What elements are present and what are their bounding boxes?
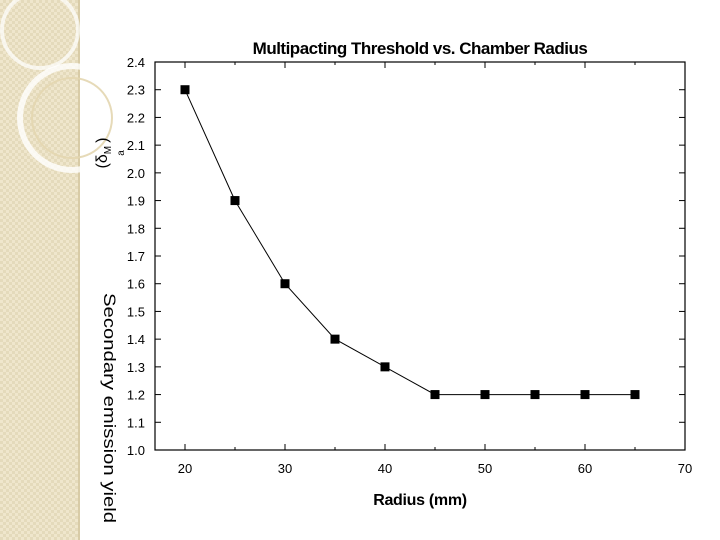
y-axis-label-close: ): [94, 138, 111, 143]
data-point: [430, 390, 440, 400]
x-tick-label: 30: [278, 461, 292, 476]
y-tick-label: 1.3: [127, 360, 145, 375]
data-point: [280, 279, 290, 289]
y-tick-label: 1.2: [127, 388, 145, 403]
x-axis-label: Radius (mm): [373, 492, 467, 509]
data-point: [530, 390, 540, 400]
series-line: [184, 89, 635, 396]
data-point: [580, 390, 590, 400]
y-axis-label-superscript: a: [116, 150, 127, 156]
y-tick-label: 2.3: [127, 83, 145, 98]
data-point: [630, 390, 640, 400]
y-tick-label: 2.2: [127, 110, 145, 125]
y-tick-label: 2.0: [127, 166, 145, 181]
y-tick-label: 1.6: [127, 277, 145, 292]
x-axis-tick-labels: 20 30 40 50 60 70: [178, 461, 692, 476]
x-tick-label: 60: [578, 461, 592, 476]
y-tick-label: 2.4: [127, 55, 145, 70]
svg-text:(δM): (δM): [94, 138, 114, 169]
y-axis-tick-labels: 1.0 1.1 1.2 1.3 1.4 1.5 1.6 1.7 1.8 1.9 2.0 2.1 2.2 2…: [127, 55, 145, 458]
x-tick-label: 20: [178, 461, 192, 476]
chart-title: Multipacting Threshold vs. Chamber Radiu…: [253, 39, 588, 58]
y-axis-label-subscript: M: [103, 146, 114, 154]
decorative-strip-edge: [78, 0, 80, 540]
y-axis-label-main: (δ: [94, 154, 111, 168]
series-markers: [180, 85, 640, 400]
y-tick-label: 2.1: [127, 138, 145, 153]
y-axis-ticks: [155, 61, 685, 451]
x-axis-ticks: [184, 62, 686, 450]
y-tick-label: 1.4: [127, 332, 145, 347]
plot-area-frame: [154, 61, 686, 451]
y-axis-label: (δM): [94, 138, 114, 169]
y-tick-label: 1.1: [127, 415, 145, 430]
y-tick-label: 1.7: [127, 249, 145, 264]
data-point: [330, 334, 340, 344]
y-tick-label: 1.0: [127, 443, 145, 458]
x-tick-label: 40: [378, 461, 392, 476]
x-tick-label: 70: [678, 461, 692, 476]
y-tick-label: 1.9: [127, 194, 145, 209]
decorative-pattern-strip: [0, 0, 80, 540]
data-point: [230, 196, 240, 206]
y-axis-overlay-label: Secondary emission yield: [100, 293, 119, 523]
y-tick-label: 1.8: [127, 221, 145, 236]
data-point: [180, 85, 190, 95]
x-tick-label: 50: [478, 461, 492, 476]
decorative-circles: [0, 0, 127, 173]
data-point: [480, 390, 490, 400]
data-point: [380, 362, 390, 372]
y-tick-label: 1.5: [127, 304, 145, 319]
